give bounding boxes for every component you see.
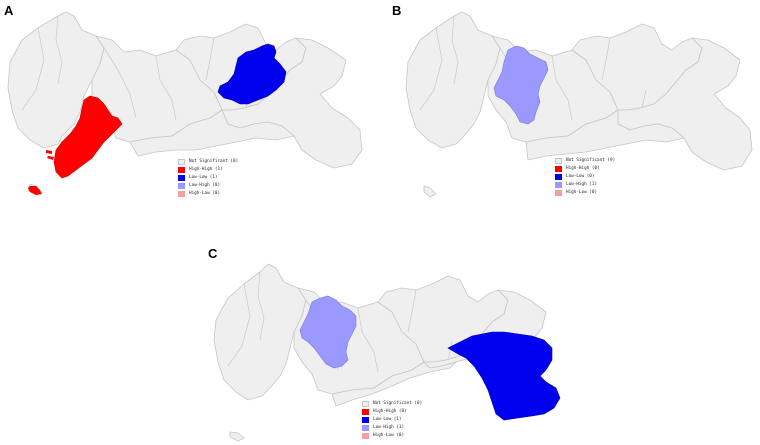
legend-label: Low-Low (1) (373, 416, 402, 422)
legend-swatch (555, 174, 562, 180)
panel-b-letter: B (392, 3, 402, 18)
legend-item: High-High (0) (362, 408, 422, 416)
legend-swatch (178, 167, 185, 173)
legend-label: High-Low (0) (373, 432, 405, 438)
legend-label: High-High (0) (373, 408, 407, 414)
legend-item: Not Significant (8) (178, 158, 238, 166)
legend-label: High-Low (0) (566, 189, 598, 195)
panel-a-high-high-islet-2 (47, 156, 54, 160)
legend-swatch (178, 183, 185, 189)
panel-a-high-high-region (53, 95, 123, 179)
legend-label: High-Low (0) (189, 190, 221, 196)
panel-a-high-high-islet-1 (46, 150, 52, 154)
panel-c: C Not Significant (8) High-High (0) Low-… (200, 240, 580, 445)
legend-label: Low-High (0) (189, 182, 221, 188)
legend-swatch (362, 401, 369, 407)
legend-label: Low-High (1) (566, 181, 598, 187)
panel-b-island (423, 185, 437, 198)
legend-swatch (555, 190, 562, 196)
legend-swatch (362, 409, 369, 415)
legend-label: Not Significant (8) (189, 158, 239, 164)
legend-swatch (362, 417, 369, 423)
legend-swatch (555, 158, 562, 164)
legend-swatch (178, 175, 185, 181)
legend-item: Not Significant (9) (555, 157, 615, 165)
legend-item: Low-High (0) (178, 182, 238, 190)
panel-b: B Not Significant (9) High-High (0) Low-… (390, 0, 760, 210)
panel-a-region-south (129, 109, 295, 157)
legend-item: Low-High (1) (362, 424, 422, 432)
panel-c-letter: C (208, 246, 218, 261)
legend-item: High-Low (0) (178, 190, 238, 198)
legend-label: Low-Low (0) (566, 173, 595, 179)
panel-c-map (213, 263, 561, 442)
legend-item: Low-High (1) (555, 181, 615, 189)
legend-label: High-High (1) (189, 166, 223, 172)
panel-a-district-border (21, 15, 251, 121)
legend-swatch (555, 166, 562, 172)
panel-c-low-high-region (299, 295, 357, 369)
panel-c-region-west (213, 263, 307, 401)
panel-b-region-south (525, 109, 685, 161)
legend-item: Low-Low (1) (362, 416, 422, 424)
panel-c-region-south (331, 361, 457, 407)
legend-swatch (362, 433, 369, 439)
legend-swatch (362, 425, 369, 431)
legend-item: High-High (0) (555, 165, 615, 173)
panel-c-island (229, 431, 245, 442)
panel-a-letter: A (4, 3, 14, 18)
panel-a-region-west (7, 11, 105, 149)
legend-item: High-Low (0) (555, 189, 615, 197)
legend-label: Not Significant (9) (566, 157, 616, 163)
legend-item: High-High (1) (178, 166, 238, 174)
legend-item: Not Significant (8) (362, 400, 422, 408)
panel-b-map (405, 11, 753, 198)
panel-b-low-high-region (493, 45, 549, 125)
legend-label: Low-Low (1) (189, 174, 218, 180)
legend-label: Not Significant (8) (373, 400, 423, 406)
panel-a-legend: Not Significant (8) High-High (1) Low-Lo… (178, 158, 238, 198)
panel-a-low-low-region (217, 43, 287, 105)
panel-b-legend: Not Significant (9) High-High (0) Low-Lo… (555, 157, 615, 197)
panel-a-map (7, 11, 363, 195)
legend-label: Low-High (1) (373, 424, 405, 430)
panel-c-low-low-region (447, 331, 561, 421)
legend-swatch (555, 182, 562, 188)
legend-swatch (178, 159, 185, 165)
panel-c-legend: Not Significant (8) High-High (0) Low-Lo… (362, 400, 422, 440)
legend-item: Low-Low (0) (555, 173, 615, 181)
panel-a: A Not Significant (8) High-High (1) Low-… (0, 0, 380, 210)
panel-a-high-high-island (28, 186, 42, 195)
legend-item: Low-Low (1) (178, 174, 238, 182)
legend-item: High-Low (0) (362, 432, 422, 440)
panel-b-region-west (405, 11, 501, 149)
legend-label: High-High (0) (566, 165, 600, 171)
legend-swatch (178, 191, 185, 197)
